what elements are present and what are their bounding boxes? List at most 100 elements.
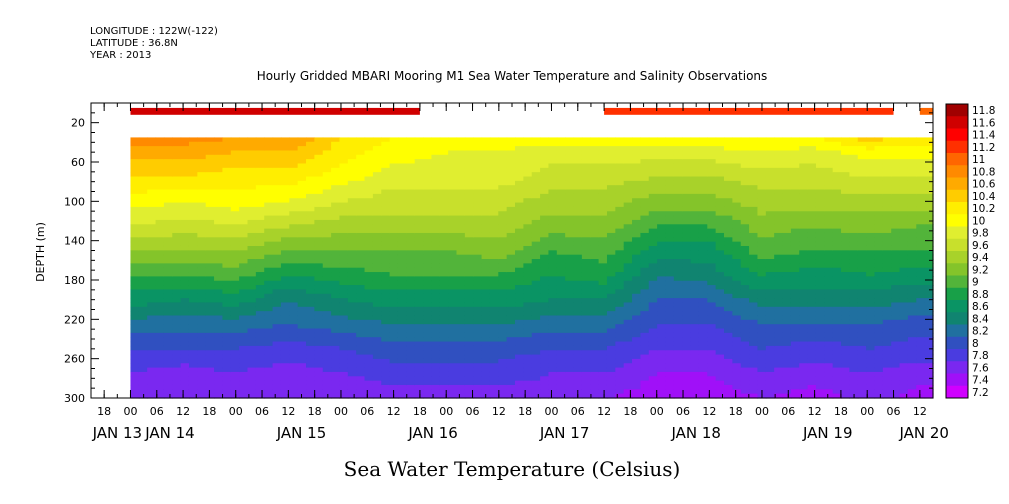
- heatmap-cell: [464, 302, 474, 308]
- heatmap-cell: [573, 206, 583, 212]
- heatmap-cell: [531, 137, 541, 143]
- heatmap-cell: [130, 324, 140, 330]
- heatmap-cell: [489, 245, 499, 251]
- heatmap-cell: [531, 376, 541, 382]
- heatmap-cell: [682, 306, 692, 312]
- heatmap-cell: [222, 189, 232, 195]
- heatmap-cell: [130, 211, 140, 217]
- heatmap-cell: [389, 371, 399, 377]
- heatmap-cell: [765, 146, 775, 152]
- heatmap-cell: [247, 389, 257, 395]
- heatmap-cell: [648, 241, 658, 247]
- heatmap-cell: [623, 254, 633, 260]
- heatmap-cell: [606, 211, 616, 217]
- heatmap-cell: [724, 211, 733, 217]
- heatmap-cell: [515, 185, 524, 191]
- heatmap-cell: [272, 350, 282, 356]
- heatmap-cell: [782, 193, 792, 199]
- heatmap-cell: [147, 298, 157, 304]
- heatmap-cell: [498, 354, 508, 360]
- heatmap-cell: [423, 384, 433, 390]
- heatmap-cell: [247, 306, 257, 312]
- heatmap-cell: [556, 237, 566, 243]
- heatmap-cell: [356, 167, 366, 173]
- heatmap-cell: [590, 245, 600, 251]
- heatmap-cell: [648, 371, 658, 377]
- heatmap-cell: [322, 250, 332, 256]
- heatmap-cell: [322, 189, 332, 195]
- heatmap-cell: [381, 354, 391, 360]
- heatmap-cell: [406, 237, 416, 243]
- heatmap-cell: [732, 137, 742, 143]
- heatmap-cell: [347, 272, 357, 277]
- heatmap-cell: [406, 276, 416, 282]
- heatmap-cell: [682, 341, 692, 347]
- heatmap-cell: [272, 215, 282, 221]
- heatmap-cell: [347, 298, 357, 304]
- heatmap-cell: [606, 237, 616, 243]
- heatmap-cell: [372, 219, 382, 225]
- heatmap-cell: [598, 189, 608, 195]
- heatmap-cell: [364, 180, 374, 186]
- heatmap-cell: [464, 245, 474, 251]
- heatmap-cell: [247, 293, 257, 299]
- heatmap-cell: [389, 350, 399, 356]
- heatmap-cell: [523, 328, 533, 334]
- heatmap-cell: [448, 302, 458, 308]
- heatmap-cell: [155, 272, 165, 277]
- heatmap-cell: [765, 185, 775, 191]
- heatmap-cell: [439, 315, 449, 321]
- heatmap-cell: [138, 319, 148, 325]
- heatmap-cell: [573, 211, 583, 217]
- heatmap-cell: [163, 202, 173, 208]
- heatmap-cell: [364, 376, 374, 382]
- heatmap-cell: [239, 193, 249, 199]
- heatmap-cell: [306, 141, 315, 147]
- heatmap-cell: [682, 185, 692, 191]
- heatmap-cell: [264, 202, 274, 208]
- heatmap-cell: [339, 293, 349, 299]
- heatmap-cell: [740, 354, 750, 360]
- heatmap-cell: [188, 185, 198, 191]
- heatmap-cell: [247, 137, 257, 143]
- heatmap-cell: [138, 193, 148, 199]
- heatmap-cell: [473, 167, 483, 173]
- heatmap-cell: [431, 324, 441, 330]
- heatmap-cell: [222, 371, 232, 377]
- heatmap-cell: [205, 198, 215, 204]
- heatmap-cell: [255, 363, 265, 369]
- heatmap-cell: [456, 176, 466, 182]
- heatmap-cell: [807, 302, 817, 308]
- heatmap-cell: [406, 259, 416, 264]
- heatmap-cell: [673, 358, 683, 364]
- heatmap-cell: [130, 358, 140, 364]
- heatmap-cell: [406, 202, 416, 208]
- heatmap-cell: [347, 228, 357, 234]
- heatmap-cell: [740, 389, 750, 395]
- heatmap-cell: [732, 358, 742, 364]
- heatmap-cell: [707, 315, 717, 321]
- heatmap-cell: [515, 380, 524, 386]
- heatmap-cell: [456, 159, 466, 165]
- heatmap-cell: [489, 306, 499, 312]
- heatmap-cell: [297, 241, 307, 247]
- heatmap-cell: [573, 176, 583, 182]
- heatmap-cell: [598, 276, 608, 282]
- heatmap-cell: [815, 180, 825, 186]
- heatmap-cell: [498, 224, 508, 230]
- heatmap-cell: [406, 211, 416, 217]
- heatmap-cell: [774, 206, 784, 212]
- heatmap-cell: [155, 298, 165, 304]
- heatmap-cell: [515, 371, 524, 377]
- heatmap-cell: [740, 298, 750, 304]
- heatmap-cell: [556, 350, 566, 356]
- heatmap-cell: [790, 345, 800, 351]
- heatmap-cell: [331, 376, 341, 382]
- heatmap-cell: [665, 367, 675, 373]
- heatmap-cell: [155, 146, 165, 152]
- heatmap-cell: [506, 380, 516, 386]
- heatmap-cell: [715, 393, 725, 399]
- heatmap-cell: [657, 367, 667, 373]
- heatmap-cell: [523, 172, 533, 178]
- heatmap-cell: [707, 363, 717, 369]
